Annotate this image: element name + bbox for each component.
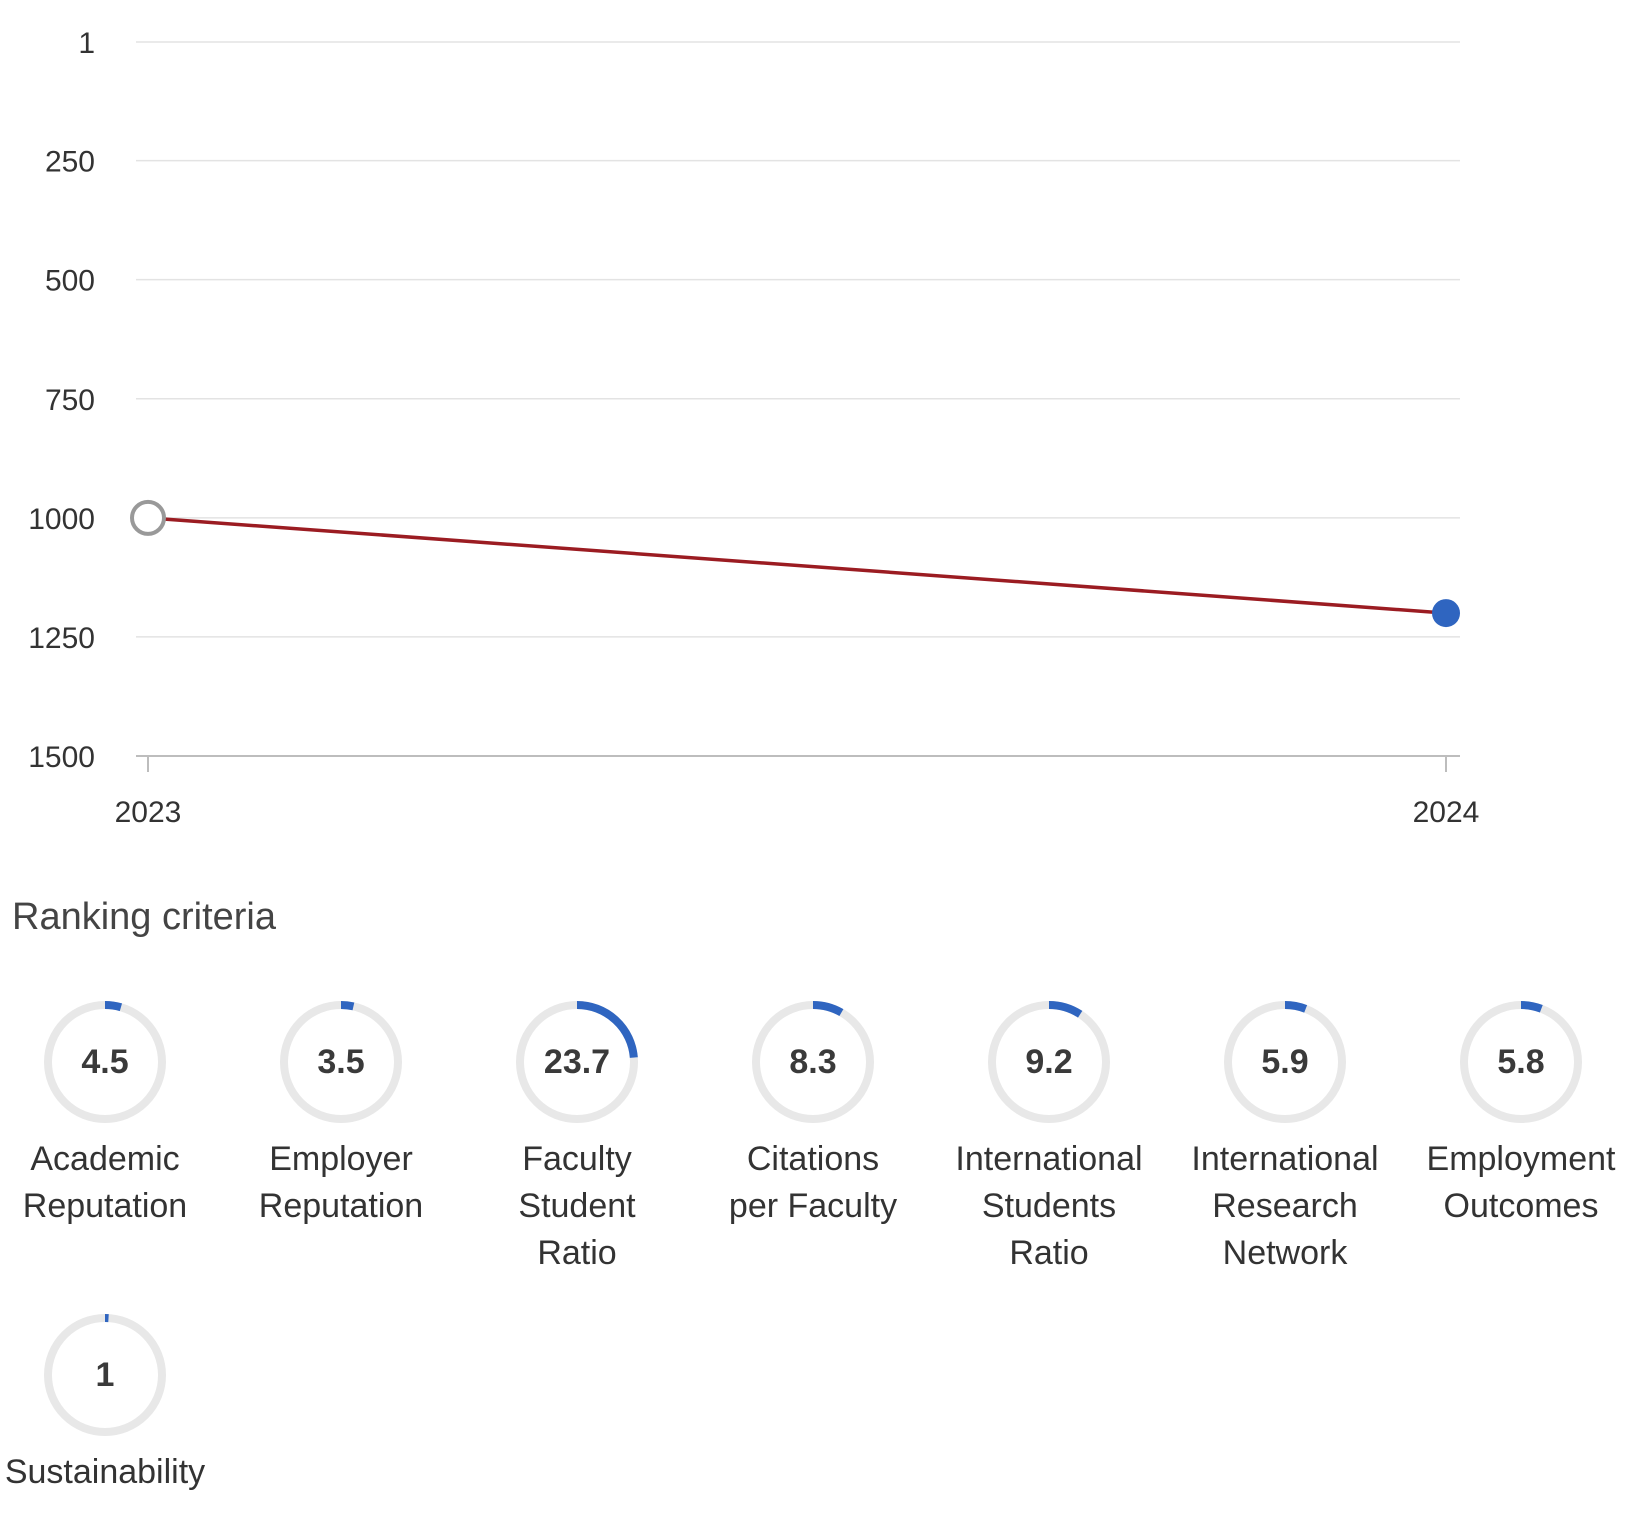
criterion-label: Faculty Student Ratio: [518, 1140, 636, 1272]
criterion-score: 1: [95, 1356, 115, 1394]
criterion-score-ring: 5.9: [1223, 1000, 1347, 1124]
criterion-label: Citations per Faculty: [728, 1140, 898, 1225]
ranking-criteria-heading: Ranking criteria: [12, 896, 276, 938]
y-tick-label: 1500: [28, 741, 95, 774]
criterion-item: 5.9 International Research Network: [1168, 1000, 1402, 1277]
y-tick-label: 250: [45, 146, 95, 179]
score-ring-arc: [280, 1001, 402, 1123]
criterion-score-ring: 5.8: [1459, 1000, 1583, 1124]
score-ring-arc: [1224, 1001, 1346, 1123]
data-point-2024: [1432, 599, 1460, 628]
criterion-label: Employment Outcomes: [1426, 1140, 1616, 1225]
x-tick-label: 2024: [1413, 796, 1480, 829]
criterion-label: Employer Reputation: [258, 1140, 424, 1225]
criterion-label: Sustainability: [4, 1453, 206, 1491]
data-point-2023: [130, 499, 166, 536]
criterion-item: 9.2 International Students Ratio: [932, 1000, 1166, 1277]
score-ring-arc: [988, 1001, 1110, 1123]
criterion-score-ring: 9.2: [987, 1000, 1111, 1124]
rank-line-chart: 1 250 500 750 1000 1250 1500 2023 2024: [28, 27, 1480, 829]
criterion-score: 5.8: [1497, 1043, 1545, 1081]
criterion-item: 8.3 Citations per Faculty: [696, 1000, 930, 1230]
x-tick-label: 2023: [115, 796, 182, 829]
score-ring-svg: [752, 1001, 874, 1123]
criterion-item: 1 Sustainability: [0, 1313, 222, 1496]
criterion-score: 3.5: [317, 1043, 365, 1081]
score-ring-svg: [1460, 1001, 1582, 1123]
criterion-score: 23.7: [543, 1043, 611, 1081]
criterion-item: 4.5 Academic Reputation: [0, 1000, 222, 1230]
criterion-item: 23.7 Faculty Student Ratio: [460, 1000, 694, 1277]
y-tick-label: 1000: [28, 503, 95, 536]
y-tick-label: 750: [45, 384, 95, 417]
criterion-score-ring: 23.7: [515, 1000, 639, 1124]
criterion-item: 5.8 Employment Outcomes: [1404, 1000, 1638, 1230]
score-ring-arc: [752, 1001, 874, 1123]
y-tick-label: 500: [45, 265, 95, 298]
score-ring-arc: [44, 1314, 166, 1436]
criterion-score-ring: 3.5: [279, 1000, 403, 1124]
score-ring-arc: [516, 1001, 638, 1123]
rank-series-line: [147, 516, 1447, 615]
criterion-item: 3.5 Employer Reputation: [224, 1000, 458, 1230]
y-tick-label: 1250: [28, 622, 95, 655]
criterion-score: 8.3: [789, 1043, 837, 1081]
score-ring-svg: [280, 1001, 402, 1123]
score-ring-arc: [1460, 1001, 1582, 1123]
criterion-label: International Research Network: [1191, 1140, 1379, 1272]
criterion-score: 9.2: [1025, 1043, 1073, 1081]
criterion-label: International Students Ratio: [955, 1140, 1143, 1272]
score-ring-svg: [44, 1314, 166, 1436]
score-ring-svg: [1224, 1001, 1346, 1123]
score-ring-svg: [516, 1001, 638, 1123]
criterion-label: Academic Reputation: [22, 1140, 188, 1225]
criteria-grid: 4.5 Academic Reputation 3.5 Employer Reputa…: [0, 1000, 1652, 1500]
criterion-score-ring: 1: [43, 1313, 167, 1437]
criterion-score-ring: 4.5: [43, 1000, 167, 1124]
y-tick-label: 1: [78, 27, 95, 60]
criterion-score: 4.5: [81, 1043, 129, 1081]
score-ring-arc: [44, 1001, 166, 1123]
score-ring-svg: [988, 1001, 1110, 1123]
criterion-score: 5.9: [1261, 1043, 1309, 1081]
criterion-score-ring: 8.3: [751, 1000, 875, 1124]
score-ring-svg: [44, 1001, 166, 1123]
